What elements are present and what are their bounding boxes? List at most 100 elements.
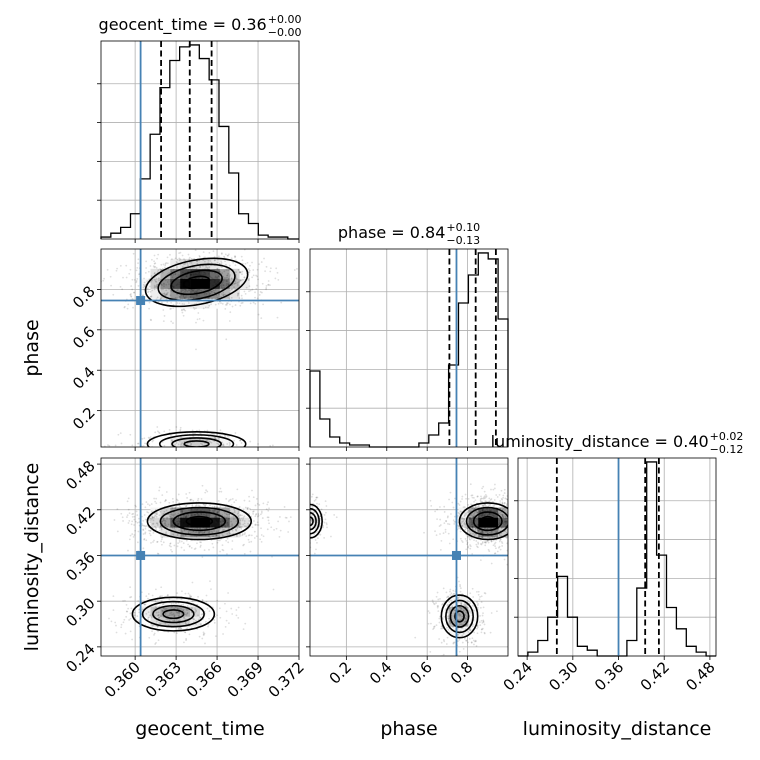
- sample-point: [488, 500, 491, 503]
- sample-point: [128, 538, 131, 541]
- sample-point: [179, 520, 182, 523]
- sample-point: [164, 612, 167, 615]
- sample-point: [130, 295, 132, 297]
- sample-point: [256, 524, 259, 526]
- sample-point: [291, 521, 293, 523]
- sample-point: [224, 253, 227, 256]
- sample-point: [279, 516, 281, 518]
- sample-point: [243, 522, 246, 525]
- sample-point: [481, 514, 484, 517]
- x-tick-label-luminosity_distance-0: 0.24: [500, 658, 536, 694]
- sample-point: [175, 442, 178, 444]
- sample-point: [155, 277, 158, 280]
- sample-point: [155, 285, 158, 287]
- sample-point: [137, 530, 140, 533]
- sample-point: [216, 541, 219, 544]
- sample-point: [217, 539, 220, 542]
- sample-point: [112, 595, 115, 598]
- sample-point: [476, 516, 479, 519]
- sample-point: [224, 277, 227, 280]
- sample-point: [183, 278, 186, 280]
- sample-point: [476, 505, 479, 508]
- sample-point: [211, 506, 214, 508]
- sample-point: [119, 264, 122, 267]
- sample-point: [169, 280, 172, 283]
- sample-point: [200, 442, 202, 445]
- sample-point: [447, 595, 450, 598]
- sample-point: [229, 274, 232, 276]
- sample-point: [513, 503, 515, 505]
- sample-point: [185, 449, 187, 451]
- sample-point: [436, 605, 439, 607]
- sample-point: [182, 542, 185, 545]
- sample-point: [147, 436, 150, 439]
- sample-point: [141, 608, 144, 611]
- sample-point: [326, 526, 328, 529]
- sample-point: [476, 632, 479, 635]
- sample-point: [134, 529, 136, 532]
- sample-point: [237, 511, 240, 514]
- axis-frame-geocent_time-phase: [100, 248, 300, 448]
- sample-point: [179, 297, 182, 300]
- sample-point: [152, 541, 154, 543]
- sample-point: [185, 639, 187, 642]
- sample-point: [476, 529, 479, 532]
- sample-point: [262, 303, 265, 306]
- sample-point: [227, 277, 230, 280]
- sample-point: [215, 517, 218, 519]
- sample-point: [199, 616, 202, 619]
- sample-point: [208, 527, 211, 529]
- sample-point: [509, 521, 511, 523]
- sample-point: [451, 501, 454, 504]
- sample-point: [129, 596, 131, 599]
- sample-point: [487, 519, 490, 522]
- sample-point: [218, 607, 221, 610]
- sample-point: [193, 285, 196, 288]
- sample-point: [184, 288, 186, 291]
- density-cell: [150, 507, 161, 518]
- sample-point: [224, 505, 227, 508]
- sample-point: [182, 314, 185, 317]
- sample-point: [185, 622, 187, 625]
- sample-point: [230, 520, 233, 523]
- sample-point: [302, 509, 304, 511]
- sample-point: [161, 520, 164, 523]
- sample-point: [459, 585, 462, 588]
- sample-point: [213, 520, 216, 522]
- sample-point: [152, 516, 154, 519]
- sample-point: [172, 613, 175, 615]
- sample-point: [190, 282, 193, 284]
- sample-point: [234, 453, 236, 455]
- sample-point: [141, 437, 144, 440]
- sample-point: [137, 284, 140, 287]
- sample-point: [127, 549, 129, 552]
- sample-point: [229, 264, 231, 267]
- sample-point: [497, 520, 500, 522]
- sample-point: [133, 278, 136, 281]
- sample-point: [519, 528, 521, 530]
- sample-point: [135, 280, 138, 282]
- sample-point: [482, 621, 485, 623]
- sample-point: [498, 522, 501, 525]
- sample-point: [465, 548, 468, 551]
- sample-point: [275, 267, 278, 270]
- sample-point: [481, 536, 484, 539]
- sample-point: [243, 458, 245, 460]
- sample-point: [241, 301, 244, 304]
- sample-point: [193, 279, 196, 282]
- sample-point: [245, 286, 248, 289]
- sample-point: [160, 528, 163, 531]
- sample-point: [153, 262, 156, 265]
- sample-point: [164, 264, 167, 267]
- sample-point: [464, 528, 467, 531]
- sample-point: [216, 599, 219, 602]
- sample-point: [481, 509, 484, 512]
- sample-point: [223, 456, 225, 458]
- sample-point: [176, 297, 178, 300]
- sample-point: [475, 590, 478, 593]
- sample-point: [293, 512, 295, 514]
- sample-point: [157, 617, 160, 619]
- sample-point: [211, 433, 214, 436]
- sample-point: [236, 277, 238, 280]
